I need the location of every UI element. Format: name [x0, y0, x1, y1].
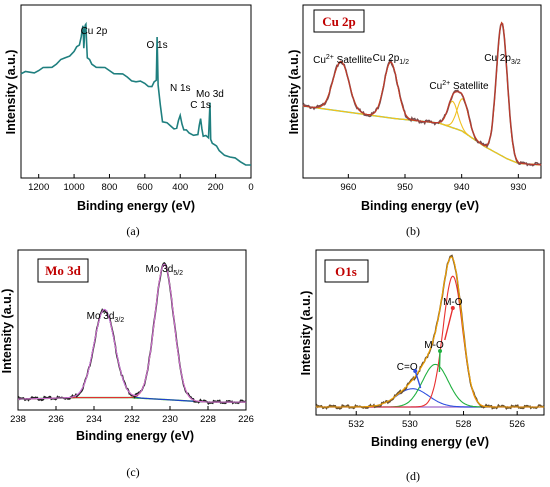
panel-d-xlabel: Binding energy (eV) — [371, 435, 489, 449]
panel-a: 1200 1000 800 600 400 200 0 Cu 2p O 1s N 1s C 1sMo… — [4, 4, 254, 238]
panel-2-xtick-label-1: 236 — [48, 414, 64, 425]
panel-1-xtick-label-2: 940 — [454, 182, 470, 193]
panel-2-annotation-0: Mo 3d3/2 — [87, 311, 125, 324]
panel-3-component-1 — [316, 363, 544, 408]
panel-a-xlabel: Binding energy (eV) — [77, 199, 195, 213]
panel-3-arrow-2 — [444, 307, 454, 341]
panel-2-xtick-label-2: 234 — [86, 414, 102, 425]
panel-c-label-box — [37, 258, 89, 283]
panel-d-ylabel: Intensity (a.u.) — [299, 291, 313, 376]
panel-c-ylabel: Intensity (a.u.) — [0, 289, 14, 374]
panel-1-annotation-0: Cu2+ Satellite — [313, 54, 373, 66]
panel-0-xtick-label-4: 400 — [172, 182, 188, 193]
panel-2-xtick-label-0: 238 — [10, 414, 26, 425]
panel-1-component-1 — [302, 61, 542, 166]
panel-3-arrow-1 — [438, 350, 441, 373]
panel-3-annotation-1: M-O — [424, 340, 444, 351]
panel-2-xtick-label-6: 226 — [238, 414, 254, 425]
panel-1-annotation-2: Cu2+ Satellite — [429, 80, 489, 92]
panel-3-xtick-label-0: 532 — [348, 419, 364, 430]
panel-b-caption: (b) — [406, 224, 420, 238]
panel-3-annotation-0: C=O — [397, 362, 418, 373]
panel-b-ylabel: Intensity (a.u.) — [287, 50, 301, 135]
panel-a-ylabel: Intensity (a.u.) — [4, 50, 18, 135]
panel-2-annotation-1: Mo 3d5/2 — [146, 264, 184, 277]
panel-2-component-1 — [18, 263, 246, 403]
panel-3-xtick-label-1: 530 — [402, 419, 418, 430]
panel-c-label: Mo 3d — [45, 263, 82, 278]
panel-c-plot: 238 236 234 232 230 228 226 Mo 3d3/2 Mo 3d5/2 — [10, 261, 254, 425]
panel-d-label-box — [324, 259, 369, 283]
panel-d: 532 530 528 526 C=O M-O M-O O1s Binding energy… — [299, 249, 545, 483]
panel-0-xtick-label-1: 1000 — [64, 182, 85, 193]
panel-2-raw-line — [17, 261, 247, 406]
panel-3-xtick-label-3: 526 — [509, 419, 525, 430]
panel-a-plot: 1200 1000 800 600 400 200 0 Cu 2p O 1s N 1s C 1sMo… — [20, 21, 254, 193]
panel-c-caption: (c) — [126, 465, 139, 479]
panel-0-annotation-3: C 1s — [190, 100, 211, 111]
panel-b-frame — [302, 4, 542, 179]
panel-1-envelope-line — [302, 21, 542, 166]
panel-3-arrow-0 — [414, 370, 422, 389]
panel-3-arrowhead-2 — [450, 306, 455, 310]
panel-2-xtick-label-4: 230 — [162, 414, 178, 425]
panel-2-xtick-label-3: 232 — [124, 414, 140, 425]
panel-1-xtick-label-3: 930 — [510, 182, 526, 193]
panel-d-frame — [315, 249, 545, 416]
panel-0-annotation-1: O 1s — [146, 40, 167, 51]
panel-2-envelope-line — [18, 263, 246, 403]
panel-0-xtick-label-2: 800 — [102, 182, 118, 193]
panel-c: 238 236 234 232 230 228 226 Mo 3d3/2 Mo 3d5/2 Mo… — [0, 249, 254, 479]
panel-a-frame — [20, 4, 252, 179]
panel-d-caption: (d) — [406, 469, 420, 483]
panel-2-component-0 — [18, 308, 246, 403]
panel-1-xtick-label-1: 950 — [397, 182, 413, 193]
panel-3-arrowhead-1 — [438, 349, 443, 353]
panel-b-label-box — [313, 9, 365, 33]
panel-0-xtick-label-0: 1200 — [28, 182, 49, 193]
panel-0-xtick-label-6: 0 — [248, 182, 253, 193]
panel-1-annotation-3: Cu 2p3/2 — [484, 53, 521, 66]
panel-3-annotation-2: M-O — [443, 297, 463, 308]
panel-1-xtick-label-0: 960 — [340, 182, 356, 193]
panel-1-background-line — [302, 105, 542, 166]
panel-0-xtick-label-3: 600 — [137, 182, 153, 193]
panel-3-arrowhead-0 — [413, 369, 418, 373]
panel-1-component-0 — [302, 61, 542, 166]
panel-a-caption: (a) — [126, 224, 139, 238]
panel-b-xlabel: Binding energy (eV) — [361, 199, 479, 213]
panel-1-component-3 — [302, 98, 542, 166]
panel-d-plot: 532 530 528 526 C=O M-O M-O — [315, 254, 545, 430]
panel-0-xtick-label-5: 200 — [208, 182, 224, 193]
panel-b-label: Cu 2p — [322, 14, 356, 29]
panel-3-envelope-line — [316, 256, 544, 408]
panel-d-label: O1s — [335, 264, 357, 279]
panel-2-xtick-label-5: 228 — [200, 414, 216, 425]
panel-c-xlabel: Binding energy (eV) — [76, 429, 194, 443]
panel-0-annotation-2: N 1s — [170, 83, 191, 94]
panel-3-xtick-label-2: 528 — [456, 419, 472, 430]
survey-spectrum-line — [20, 21, 252, 166]
panel-0-annotation-4: Mo 3d — [196, 89, 224, 100]
panel-0-annotation-0: Cu 2p — [81, 26, 108, 37]
